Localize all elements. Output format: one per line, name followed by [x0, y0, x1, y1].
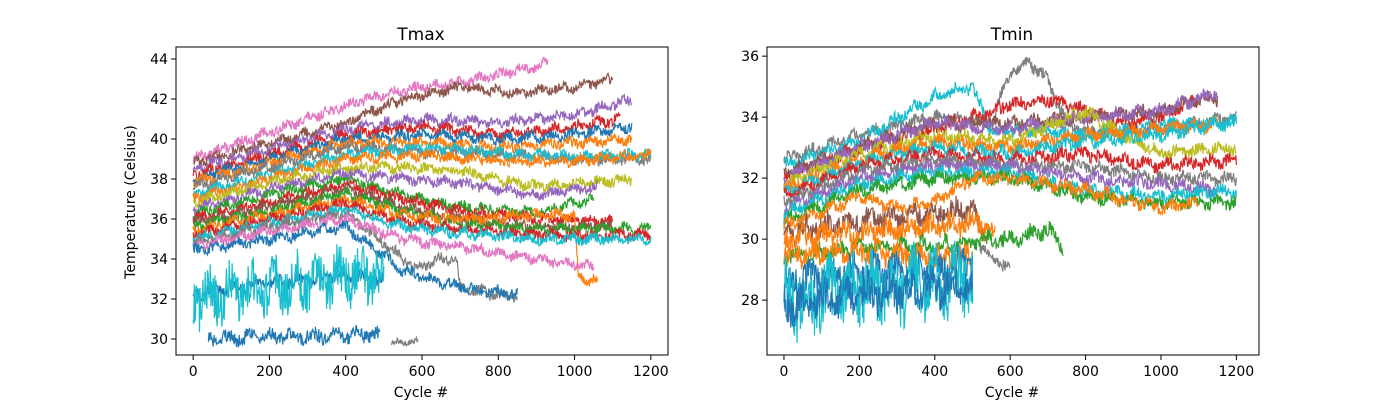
series-line — [783, 244, 974, 301]
series-line — [192, 194, 598, 287]
series-line — [192, 56, 549, 163]
y-tick-label: 32 — [150, 292, 168, 308]
chart-title: Tmax — [396, 25, 444, 45]
series-line — [390, 335, 419, 347]
y-tick-label: 30 — [741, 232, 759, 248]
series-line — [783, 169, 1200, 231]
x-axis-label: Cycle # — [985, 385, 1039, 400]
series-line — [192, 93, 633, 173]
series-group — [192, 56, 652, 348]
x-tick-label: 400 — [921, 364, 948, 380]
series-line — [193, 72, 614, 167]
x-tick-label: 1000 — [1143, 364, 1179, 380]
tmax-chart: Tmax Cycle # Temperature (Celsius) 0 200 4… — [123, 25, 669, 400]
x-tick-label: 600 — [997, 364, 1024, 380]
y-tick-label: 44 — [150, 52, 168, 68]
y-tick-label: 40 — [150, 132, 168, 148]
y-tick-label: 32 — [741, 171, 759, 187]
series-line — [783, 106, 1237, 192]
y-tick-label: 28 — [741, 293, 759, 309]
x-tick-label: 800 — [1072, 364, 1099, 380]
y-tick-label: 38 — [150, 172, 168, 188]
series-line — [979, 243, 1011, 272]
x-tick-label: 0 — [189, 364, 198, 380]
series-line — [783, 208, 996, 253]
series-line — [192, 203, 652, 248]
series-line — [207, 324, 381, 348]
series-line — [783, 88, 1219, 187]
series-line — [783, 114, 1219, 194]
x-tick-label: 600 — [409, 364, 436, 380]
x-tick-label: 1200 — [1219, 364, 1255, 380]
chart-title: Tmin — [990, 25, 1033, 45]
y-tick-label: 30 — [150, 332, 168, 348]
series-line — [192, 211, 595, 272]
x-tick-label: 200 — [846, 364, 873, 380]
series-group — [783, 56, 1237, 343]
series-line — [783, 163, 1237, 224]
x-tick-label: 1200 — [633, 364, 669, 380]
x-tick-label: 0 — [780, 364, 789, 380]
series-line — [192, 208, 518, 303]
x-axis-label: Cycle # — [394, 385, 448, 400]
series-line — [192, 160, 633, 210]
y-tick-label: 34 — [150, 252, 168, 268]
series-line — [783, 240, 974, 343]
x-tick-label: 1000 — [557, 364, 593, 380]
y-tick-label: 34 — [741, 110, 759, 126]
y-tick-label: 36 — [741, 49, 759, 65]
y-tick-label: 42 — [150, 92, 168, 108]
series-line — [192, 148, 652, 205]
x-tick-label: 400 — [332, 364, 359, 380]
x-tick-label: 800 — [485, 364, 512, 380]
series-line — [192, 244, 385, 333]
series-line — [192, 220, 518, 301]
y-axis-label: Temperature (Celsius) — [123, 125, 139, 280]
x-tick-label: 200 — [256, 364, 283, 380]
y-tick-label: 36 — [150, 212, 168, 228]
series-line — [192, 167, 598, 216]
plot-frame — [766, 46, 1260, 356]
series-line — [783, 264, 974, 328]
tmin-chart: Tmin Cycle # 0 200 400 600 800 1000 1200 28 30 32… — [741, 25, 1260, 400]
